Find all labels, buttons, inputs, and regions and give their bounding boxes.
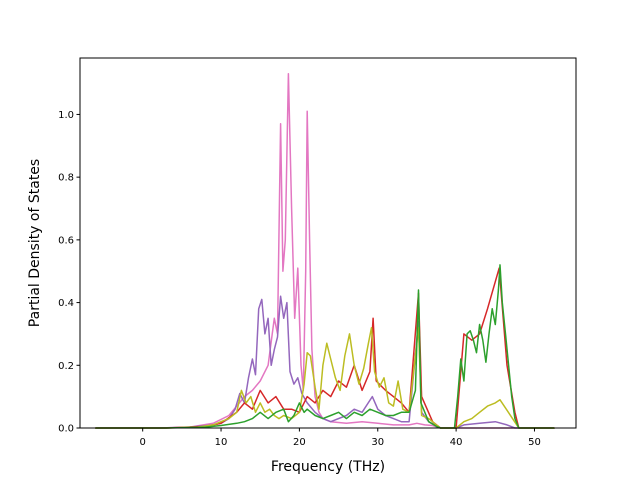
x-axis-ticks: 0 10 20 30 40 50: [139, 428, 541, 448]
y-tick-label: 0.6: [58, 235, 74, 246]
x-axis-label: Frequency (THz): [271, 459, 385, 475]
x-tick-label: 20: [293, 437, 306, 448]
y-axis-label: Partial Density of States: [27, 159, 43, 327]
series-line-5: [94, 264, 555, 429]
x-tick-label: 30: [371, 437, 384, 448]
x-tick-label: 10: [215, 437, 228, 448]
x-tick-label: 40: [450, 437, 463, 448]
y-tick-label: 0.0: [58, 424, 74, 435]
y-tick-label: 0.2: [58, 361, 74, 372]
series-line-3: [94, 267, 555, 429]
plot-frame: [79, 57, 577, 429]
series-layer: [94, 72, 555, 429]
x-tick-label: 50: [528, 437, 541, 448]
series-line-1: [94, 72, 555, 429]
y-tick-label: 1.0: [58, 110, 74, 121]
y-tick-label: 0.8: [58, 173, 74, 184]
y-axis-ticks: 0.0 0.2 0.4 0.6 0.8 1.0: [58, 110, 80, 435]
x-tick-label: 0: [139, 437, 145, 448]
series-line-4: [94, 326, 555, 429]
y-tick-label: 0.4: [58, 298, 74, 309]
